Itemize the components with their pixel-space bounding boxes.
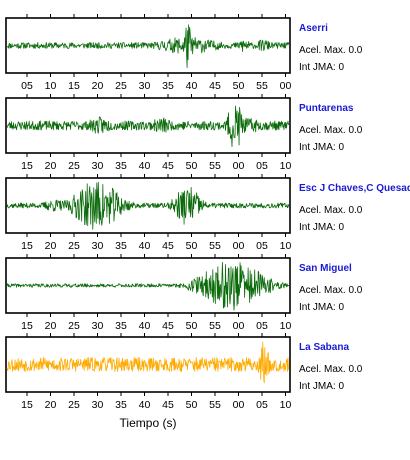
tick-label: 35: [115, 160, 127, 172]
tick-label: 30: [92, 240, 104, 252]
tick-label: 15: [21, 240, 33, 252]
tick-label: 50: [186, 240, 198, 252]
tick-label: 10: [280, 399, 292, 411]
tick-label: 45: [162, 160, 174, 172]
panel-frame: [5, 97, 291, 154]
acel-max-label: Acel. Max. 0.0: [299, 285, 363, 296]
waveform-trace: [6, 341, 290, 384]
station-name: Aserri: [299, 23, 328, 34]
tick-label: 55: [209, 240, 221, 252]
int-jma-label: Int JMA: 0: [299, 62, 344, 73]
tick-label: 35: [115, 399, 127, 411]
tick-label: 20: [45, 160, 57, 172]
station-name: Esc J Chaves,C Quesada: [299, 183, 410, 194]
station-name: Puntarenas: [299, 103, 354, 114]
tick-label: 30: [139, 80, 151, 92]
tick-label: 25: [68, 399, 80, 411]
acel-max-label: Acel. Max. 0.0: [299, 205, 363, 216]
station-name: San Miguel: [299, 263, 352, 274]
seismogram-panel-3: 15 20 25 30 35 40 45 50 55 00 05 10 San Miguel Acel. …: [5, 254, 363, 332]
acel-max-label: Acel. Max. 0.0: [299, 364, 363, 375]
tick-label: 45: [209, 80, 221, 92]
tick-label: 45: [162, 240, 174, 252]
tick-label: 45: [162, 320, 174, 332]
seismogram-panel-2: 15 20 25 30 35 40 45 50 55 00 05 10 Esc J Chaves,C Q…: [5, 174, 410, 252]
tick-label: 15: [21, 160, 33, 172]
tick-label: 50: [233, 80, 245, 92]
tick-label: 05: [256, 240, 268, 252]
tick-label: 40: [186, 80, 198, 92]
tick-label: 35: [162, 80, 174, 92]
tick-label: 25: [115, 80, 127, 92]
tick-label: 55: [209, 399, 221, 411]
int-jma-label: Int JMA: 0: [299, 222, 344, 233]
tick-label: 20: [45, 320, 57, 332]
tick-label: 45: [162, 399, 174, 411]
int-jma-label: Int JMA: 0: [299, 142, 344, 153]
waveform-trace: [6, 105, 290, 147]
tick-label: 20: [92, 80, 104, 92]
acel-max-label: Acel. Max. 0.0: [299, 45, 363, 56]
tick-label: 25: [68, 320, 80, 332]
panel-frame: [5, 17, 291, 74]
panel-frame: [5, 177, 291, 234]
tick-label: 05: [256, 160, 268, 172]
tick-label: 30: [92, 399, 104, 411]
tick-label: 00: [233, 160, 245, 172]
tick-label: 50: [186, 160, 198, 172]
waveform-trace: [6, 181, 290, 230]
tick-label: 40: [139, 240, 151, 252]
panels-group: 05 10 15 20 25 30 35 40 45 50 55 00 Aserri Acel. Max.…: [5, 14, 410, 411]
station-name: La Sabana: [299, 342, 349, 353]
tick-label: 05: [256, 399, 268, 411]
tick-label: 05: [21, 80, 33, 92]
tick-label: 00: [280, 80, 292, 92]
tick-label: 00: [233, 240, 245, 252]
tick-label: 10: [280, 320, 292, 332]
tick-label: 35: [115, 240, 127, 252]
tick-label: 20: [45, 240, 57, 252]
seismogram-panel-1: 15 20 25 30 35 40 45 50 55 00 05 10 Puntarenas Acel. …: [5, 94, 363, 172]
tick-label: 50: [186, 399, 198, 411]
waveform-trace: [6, 262, 290, 311]
x-axis-title: Tiempo (s): [120, 416, 177, 430]
tick-label: 10: [280, 160, 292, 172]
tick-label: 00: [233, 399, 245, 411]
tick-label: 10: [280, 240, 292, 252]
waveform-trace: [6, 24, 290, 68]
tick-label: 55: [256, 80, 268, 92]
panel-frame: [5, 336, 291, 393]
tick-label: 50: [186, 320, 198, 332]
seismogram-panel-4: 15 20 25 30 35 40 45 50 55 00 05 10 La Sabana Acel. M…: [5, 333, 363, 411]
tick-label: 40: [139, 320, 151, 332]
panel-frame: [5, 257, 291, 314]
tick-label: 10: [45, 80, 57, 92]
tick-label: 15: [21, 399, 33, 411]
seismogram-panel-0: 05 10 15 20 25 30 35 40 45 50 55 00 Aserri Acel. Max.…: [5, 14, 363, 92]
tick-label: 25: [68, 240, 80, 252]
tick-label: 55: [209, 320, 221, 332]
tick-label: 40: [139, 399, 151, 411]
tick-label: 30: [92, 160, 104, 172]
tick-label: 55: [209, 160, 221, 172]
tick-label: 35: [115, 320, 127, 332]
tick-label: 30: [92, 320, 104, 332]
int-jma-label: Int JMA: 0: [299, 302, 344, 313]
tick-label: 20: [45, 399, 57, 411]
tick-label: 15: [21, 320, 33, 332]
tick-label: 25: [68, 160, 80, 172]
acel-max-label: Acel. Max. 0.0: [299, 125, 363, 136]
tick-label: 05: [256, 320, 268, 332]
int-jma-label: Int JMA: 0: [299, 381, 344, 392]
tick-label: 00: [233, 320, 245, 332]
tick-label: 40: [139, 160, 151, 172]
tick-label: 15: [68, 80, 80, 92]
